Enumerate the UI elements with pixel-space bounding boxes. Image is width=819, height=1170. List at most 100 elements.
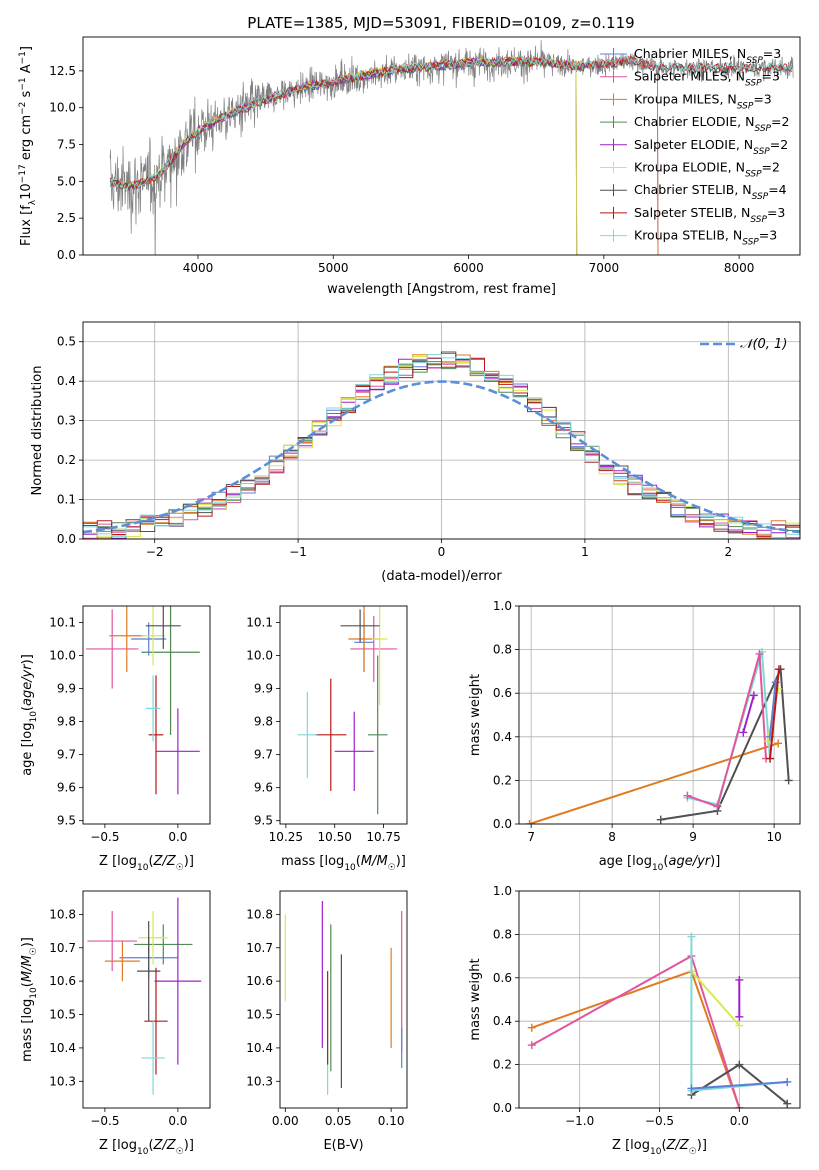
x-tick-label: 8 (608, 830, 616, 844)
x-tick-label: 0.0 (168, 1114, 187, 1128)
y-tick-label: 0.1 (57, 493, 76, 507)
mass-weight-plot-area (525, 647, 793, 824)
y-tick-label: 0.0 (493, 817, 512, 831)
normal-curve (83, 380, 800, 534)
legend-label: Chabrier ELODIE, NSSP=2 (634, 114, 789, 134)
y-tick-label: 0.3 (57, 414, 76, 428)
mass-weight-plot-area (527, 932, 792, 1108)
y-tick-label: 10.3 (246, 1074, 273, 1088)
data-point-errorbar (155, 708, 200, 795)
data-point-errorbar (148, 675, 164, 795)
x-axis-label: Z [log10(Z/Z☉)] (99, 1138, 194, 1157)
legend-label: Kroupa MILES, NSSP=3 (634, 91, 772, 111)
legend-label-text: Chabrier STELIB, N (634, 182, 752, 197)
x-tick-label: 0.00 (272, 1114, 299, 1128)
axes-frame (82, 36, 801, 256)
data-point-errorbar (367, 655, 388, 815)
y-tick-label: 10.5 (49, 1008, 76, 1022)
y-tick-label: 9.9 (57, 682, 76, 696)
data-point-errorbar (145, 606, 181, 649)
data-point-errorbar (350, 615, 398, 682)
observed-spectrum (109, 40, 794, 255)
data-point-errorbar (371, 606, 388, 706)
axes-frame (279, 890, 408, 1109)
mass-weight-series (735, 975, 744, 1021)
mass-weight-series (525, 739, 783, 824)
y-tick-label: 10.8 (246, 907, 273, 921)
y-tick-label: 9.8 (254, 715, 273, 729)
y-tick-label: 10.0 (49, 101, 76, 115)
mass-weight-vs-metallicity-panel: −1.0 −0.5 0.0 0.0 0.2 0.4 0.6 0.8 1.0 mass weight… (468, 884, 801, 1157)
series-marker (735, 1104, 744, 1108)
series-marker (735, 1060, 744, 1069)
data-point-errorbar (315, 678, 347, 791)
model-spectrum (109, 56, 578, 255)
model-spectrum (109, 56, 793, 191)
y-axis-label: mass [log10(M/M☉)] (20, 937, 39, 1062)
model-spectrum (109, 54, 793, 190)
series-marker (735, 975, 744, 984)
series-line (529, 742, 779, 824)
x-tick-label: −1 (289, 545, 307, 559)
series-marker (774, 739, 783, 748)
x-tick-label: 9 (689, 830, 697, 844)
y-tick-label: 10.4 (246, 1041, 273, 1055)
x-axis-label: (data-model)/error (381, 569, 502, 584)
axes-frame (518, 605, 801, 825)
data-point-errorbar (334, 711, 374, 791)
data-point-errorbar (340, 609, 380, 643)
y-tick-label: 10.1 (49, 616, 76, 630)
x-axis-label: Z [log10(Z/Z☉)] (99, 854, 194, 873)
y-tick-label: 0.8 (493, 643, 512, 657)
series-marker (783, 1099, 792, 1108)
y-tick-label: 9.6 (254, 781, 273, 795)
series-marker (687, 932, 696, 941)
series-marker (784, 776, 793, 785)
y-tick-label: 10.0 (49, 649, 76, 663)
legend-entry: Kroupa MILES, NSSP=3 (600, 91, 772, 111)
y-tick-label: 0.2 (493, 773, 512, 787)
x-tick-label: 0.10 (378, 1114, 405, 1128)
mass-weight-series (739, 691, 758, 737)
data-point-errorbar (85, 609, 139, 689)
x-tick-label: 10 (766, 830, 781, 844)
legend-label-text: Salpeter STELIB, N (634, 205, 750, 220)
axes-frame (82, 890, 211, 1109)
legend-label-text: Chabrier ELODIE, N (634, 114, 754, 129)
y-tick-label: 9.7 (57, 748, 76, 762)
legend-entry: Salpeter MILES, NSSP=3 (600, 69, 780, 89)
errorbar-plot-area (297, 606, 398, 815)
y-tick-label: 9.5 (57, 814, 76, 828)
x-tick-label: −2 (146, 545, 164, 559)
data-point-errorbar (141, 606, 165, 666)
series-marker (755, 649, 764, 658)
series-marker (763, 737, 772, 746)
y-tick-label: 0.0 (57, 248, 76, 262)
data-point-errorbar (87, 911, 138, 972)
legend-label-text: Kroupa ELODIE, N (634, 160, 745, 175)
y-tick-label: 1.0 (493, 884, 512, 898)
y-axis-label: Flux [fλ10−17 erg cm−2 s−1 A−1] (18, 46, 38, 246)
y-axis-label: age [log10(age/yr)] (20, 654, 39, 776)
y-tick-label: 10.7 (49, 941, 76, 955)
residuals-plot-area (83, 351, 800, 539)
mass-weight-series (766, 665, 783, 763)
y-tick-label: 10.8 (49, 907, 76, 921)
data-point-errorbar (141, 1021, 165, 1095)
y-tick-label: 1.0 (493, 599, 512, 613)
legend-label: Salpeter MILES, NSSP=3 (634, 69, 780, 89)
x-tick-label: −0.5 (90, 830, 119, 844)
y-tick-label: 5.0 (57, 174, 76, 188)
series-marker (656, 815, 665, 824)
series-line (690, 970, 741, 1027)
series-marker (774, 665, 783, 674)
mass-vs-metallicity-panel: −0.5 0.0 10.3 10.4 10.5 10.6 10.7 10.8 Z [log10(… (20, 890, 211, 1157)
data-point-errorbar (154, 897, 202, 1065)
y-tick-label: 10.5 (246, 1008, 273, 1022)
x-tick-label: −0.5 (645, 1114, 674, 1128)
data-point-errorbar (297, 691, 318, 778)
x-tick-label: 7 (527, 830, 535, 844)
age-vs-mass-panel: 10.25 10.50 10.75 9.5 9.6 9.7 9.8 9.9 10.0 10.1 ma… (246, 605, 408, 873)
x-tick-label: 7000 (589, 261, 620, 275)
